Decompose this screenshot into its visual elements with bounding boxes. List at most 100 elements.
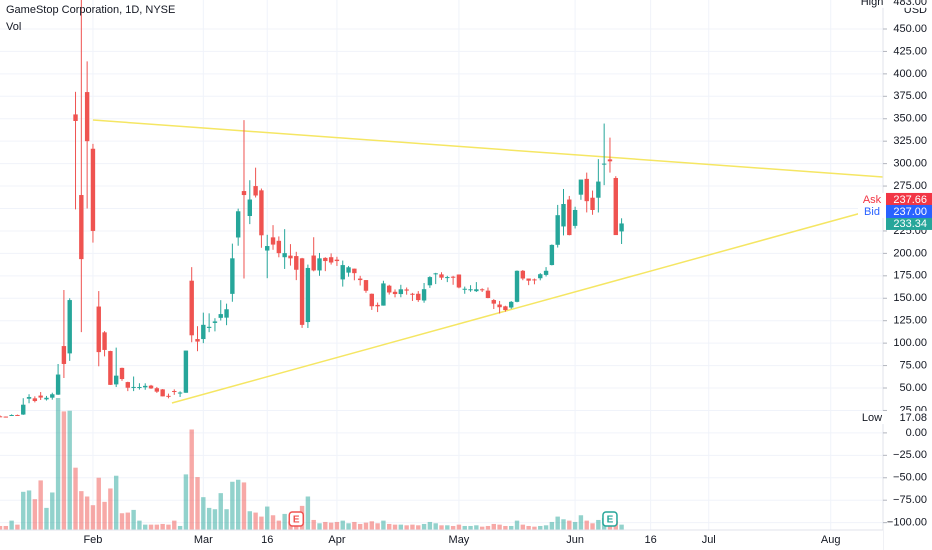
volume-bar <box>584 520 589 530</box>
y-tick-label: 375.00 <box>893 90 927 102</box>
volume-bar <box>555 516 560 530</box>
quote-tag <box>858 204 886 218</box>
low-badge: Low 17.08 <box>858 411 932 425</box>
candle-body <box>125 382 131 388</box>
volume-bar <box>166 524 171 530</box>
volume-bar <box>38 480 43 530</box>
volume-bar <box>79 491 84 530</box>
volume-bar <box>206 507 212 530</box>
volume-bar <box>282 513 287 530</box>
candle-body <box>21 404 26 415</box>
volume-bar <box>485 525 491 530</box>
candle-body <box>584 178 589 202</box>
candle-body <box>479 289 485 291</box>
candle-body <box>387 285 392 293</box>
candle-body <box>79 195 84 260</box>
candle-body <box>102 332 107 350</box>
volume-bar <box>55 398 61 530</box>
candle-body <box>323 257 328 262</box>
candle-body <box>596 181 601 198</box>
candle-body <box>3 416 9 418</box>
volume-bar <box>276 520 282 530</box>
candle-body <box>131 386 136 388</box>
y-tick-label: 300.00 <box>893 158 927 170</box>
candle-body <box>334 259 340 262</box>
volume-bar <box>381 520 386 530</box>
time-scale <box>0 530 883 550</box>
x-tick-label: Apr <box>328 534 345 546</box>
candle-body <box>555 215 560 245</box>
event-marker: E <box>288 511 305 527</box>
candle-body <box>230 258 235 294</box>
candle-body <box>0 416 3 418</box>
quote: Ask 237.66 <box>858 192 932 206</box>
candle-body <box>160 389 165 397</box>
volume-bar <box>26 490 32 530</box>
candle-body <box>485 290 491 299</box>
volume-title: Vol <box>6 21 21 33</box>
volume-bar <box>538 525 543 530</box>
candle-body <box>590 197 595 210</box>
volume-bar <box>259 516 264 530</box>
candle-body <box>456 274 462 288</box>
volume-bar <box>462 525 467 530</box>
y-tick-label: −75.00 <box>893 494 927 506</box>
volume-bar <box>340 520 345 530</box>
volume-bar <box>201 497 206 530</box>
candle-body <box>607 159 613 162</box>
candle-body <box>532 279 537 281</box>
volume-bar <box>15 524 20 530</box>
volume-bar <box>305 496 311 530</box>
candle-body <box>55 374 61 395</box>
event-marker: E <box>602 511 618 527</box>
volume-bar <box>590 523 595 530</box>
volume-bar <box>125 512 131 530</box>
volume-bar <box>596 519 601 530</box>
last-price-value: 233.34 <box>893 218 927 230</box>
volume-bar <box>96 477 101 530</box>
candle-body <box>601 163 607 165</box>
x-tick-label: Feb <box>83 534 102 546</box>
x-tick-label: Mar <box>194 534 213 546</box>
volume-bar <box>543 525 549 530</box>
volume-bar <box>433 523 438 530</box>
candle-body <box>195 339 200 342</box>
x-tick-label: 16 <box>261 534 273 546</box>
volume-bar <box>450 525 456 530</box>
candle-body <box>137 387 142 389</box>
candle-body <box>619 223 624 232</box>
candle-body <box>497 304 502 308</box>
y-tick-label: 325.00 <box>893 135 927 147</box>
volume-bar <box>456 524 462 530</box>
y-tick-label: −25.00 <box>893 449 927 461</box>
volume-bar <box>154 524 160 530</box>
candle-body <box>561 204 566 227</box>
candle-body <box>38 395 43 398</box>
candle-body <box>282 253 287 258</box>
candle-body <box>235 211 241 238</box>
candle-body <box>520 270 526 279</box>
candle-body <box>270 237 276 245</box>
candle-body <box>311 255 316 271</box>
candle-body <box>61 346 67 364</box>
candle-body <box>113 375 119 385</box>
candle-body <box>352 268 357 274</box>
volume-bar <box>421 523 427 530</box>
volume-bar <box>241 482 247 530</box>
y-tick-label: 150.00 <box>893 292 927 304</box>
volume-bar <box>474 525 479 530</box>
volume-bar <box>497 524 502 530</box>
volume-bar <box>503 525 508 530</box>
volume-bar <box>549 521 555 530</box>
volume-bar <box>148 524 154 530</box>
candle-body <box>375 304 380 307</box>
volume-bar <box>61 411 67 530</box>
volume-bar <box>328 522 334 530</box>
volume-bar <box>520 524 526 530</box>
volume-bar <box>119 513 125 530</box>
low-badge-value: 17.08 <box>899 412 927 424</box>
y-tick-label: 100.00 <box>893 337 927 349</box>
candle-body <box>538 274 543 279</box>
candle-body <box>381 283 386 306</box>
